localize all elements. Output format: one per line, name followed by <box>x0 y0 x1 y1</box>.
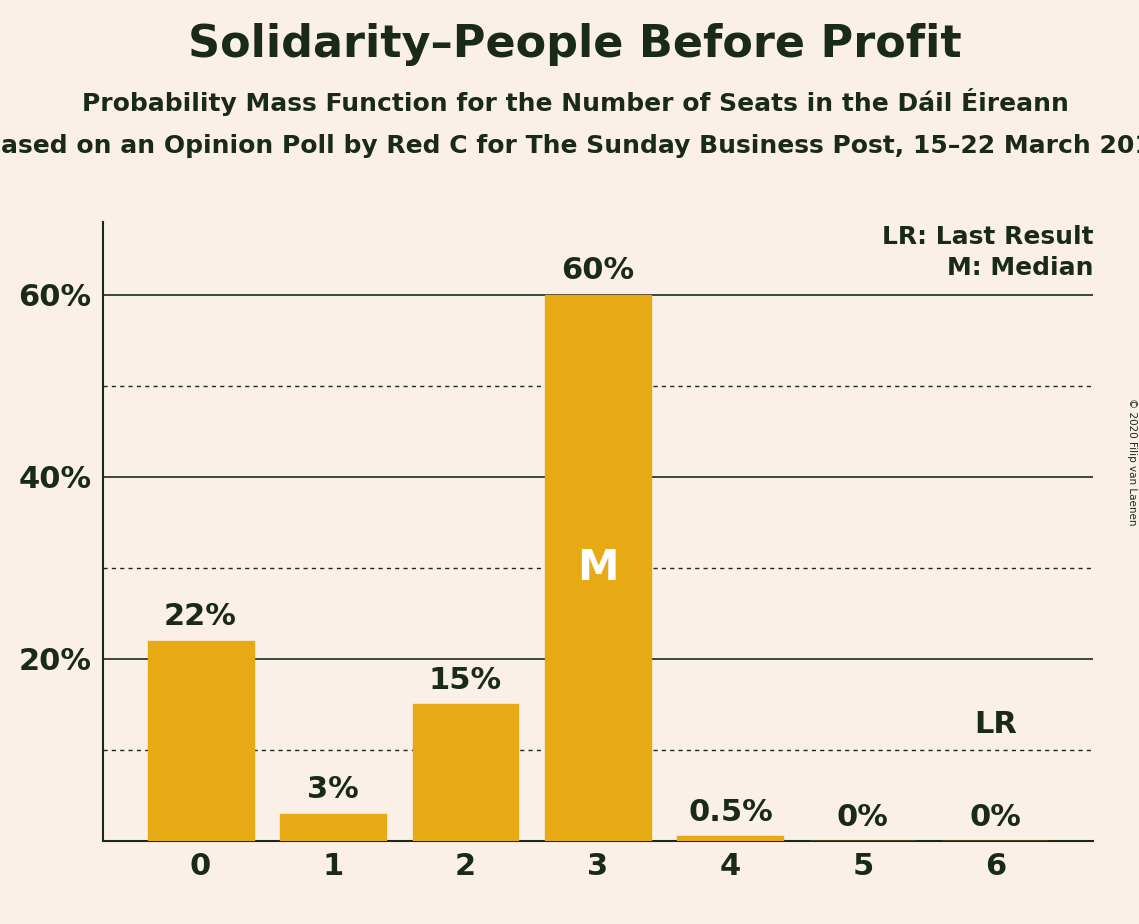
Text: LR: Last Result: LR: Last Result <box>882 225 1093 249</box>
Text: 0%: 0% <box>969 803 1022 832</box>
Text: 22%: 22% <box>164 602 237 631</box>
Text: © 2020 Filip van Laenen: © 2020 Filip van Laenen <box>1126 398 1137 526</box>
Text: M: M <box>577 547 618 589</box>
Text: Solidarity–People Before Profit: Solidarity–People Before Profit <box>188 23 962 67</box>
Bar <box>280 813 386 841</box>
Bar <box>544 295 652 841</box>
Text: 60%: 60% <box>562 257 634 286</box>
Text: LR: LR <box>974 710 1017 739</box>
Text: 0.5%: 0.5% <box>688 798 773 827</box>
Text: M: Median: M: Median <box>947 256 1093 280</box>
Text: 0%: 0% <box>837 803 888 832</box>
Bar <box>148 640 254 841</box>
Bar <box>412 704 518 841</box>
Text: Based on an Opinion Poll by Red C for The Sunday Business Post, 15–22 March 2018: Based on an Opinion Poll by Red C for Th… <box>0 134 1139 158</box>
Text: 15%: 15% <box>429 666 502 695</box>
Text: Probability Mass Function for the Number of Seats in the Dáil Éireann: Probability Mass Function for the Number… <box>82 88 1068 116</box>
Text: 3%: 3% <box>308 775 359 805</box>
Bar <box>678 836 784 841</box>
